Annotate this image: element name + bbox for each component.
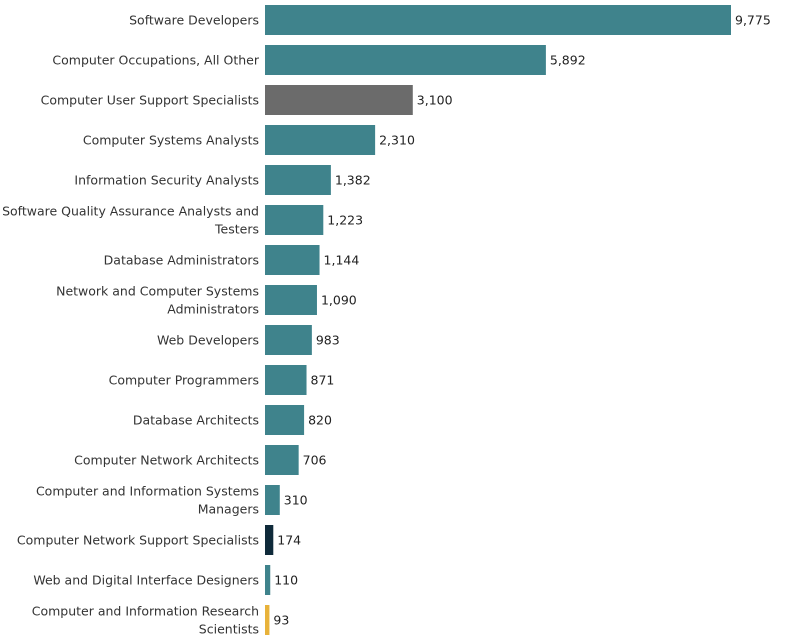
category-label-6: Database Administrators: [104, 253, 259, 268]
category-label-1: Computer Occupations, All Other: [52, 53, 259, 68]
category-label-10: Database Architects: [133, 413, 259, 428]
bar-8[interactable]: [265, 325, 312, 355]
value-label-15: 93: [273, 613, 289, 628]
category-label-7: Network and Computer Systems Administrato…: [56, 284, 259, 317]
bar-14[interactable]: [265, 565, 271, 595]
value-label-10: 820: [308, 413, 332, 428]
category-label-8: Web Developers: [157, 333, 259, 348]
bar-9[interactable]: [265, 365, 307, 395]
bar-3[interactable]: [265, 125, 376, 155]
bar-15[interactable]: [265, 605, 270, 635]
category-label-0: Software Developers: [129, 13, 259, 28]
bar-10[interactable]: [265, 405, 305, 435]
value-label-9: 871: [311, 373, 335, 388]
category-label-12: Computer and Information Systems Managers: [36, 484, 259, 517]
category-label-11: Computer Network Architects: [74, 453, 259, 468]
value-label-0: 9,775: [735, 13, 771, 28]
value-label-13: 174: [277, 533, 301, 548]
category-label-13: Computer Network Support Specialists: [17, 533, 259, 548]
bar-5[interactable]: [265, 205, 324, 235]
value-label-3: 2,310: [379, 133, 415, 148]
bar-6[interactable]: [265, 245, 320, 275]
category-label-14: Web and Digital Interface Designers: [33, 573, 259, 588]
bar-2[interactable]: [265, 85, 413, 115]
category-label-15: Computer and Information Research Scienti…: [32, 604, 259, 637]
category-label-3: Computer Systems Analysts: [83, 133, 259, 148]
category-label-2: Computer User Support Specialists: [41, 93, 259, 108]
value-label-7: 1,090: [321, 293, 357, 308]
bar-12[interactable]: [265, 485, 280, 515]
value-label-12: 310: [284, 493, 308, 508]
bar-7[interactable]: [265, 285, 317, 315]
bar-1[interactable]: [265, 45, 546, 75]
value-label-11: 706: [303, 453, 327, 468]
value-label-1: 5,892: [550, 53, 586, 68]
value-label-2: 3,100: [417, 93, 453, 108]
bar-0[interactable]: [265, 5, 731, 35]
category-label-5: Software Quality Assurance Analysts and T…: [2, 204, 259, 237]
value-label-8: 983: [316, 333, 340, 348]
category-label-4: Information Security Analysts: [74, 173, 259, 188]
value-label-6: 1,144: [324, 253, 360, 268]
bar-13[interactable]: [265, 525, 274, 555]
bar-11[interactable]: [265, 445, 299, 475]
bar-4[interactable]: [265, 165, 331, 195]
category-label-9: Computer Programmers: [109, 373, 259, 388]
value-label-4: 1,382: [335, 173, 371, 188]
value-label-5: 1,223: [327, 213, 363, 228]
value-label-14: 110: [274, 573, 298, 588]
